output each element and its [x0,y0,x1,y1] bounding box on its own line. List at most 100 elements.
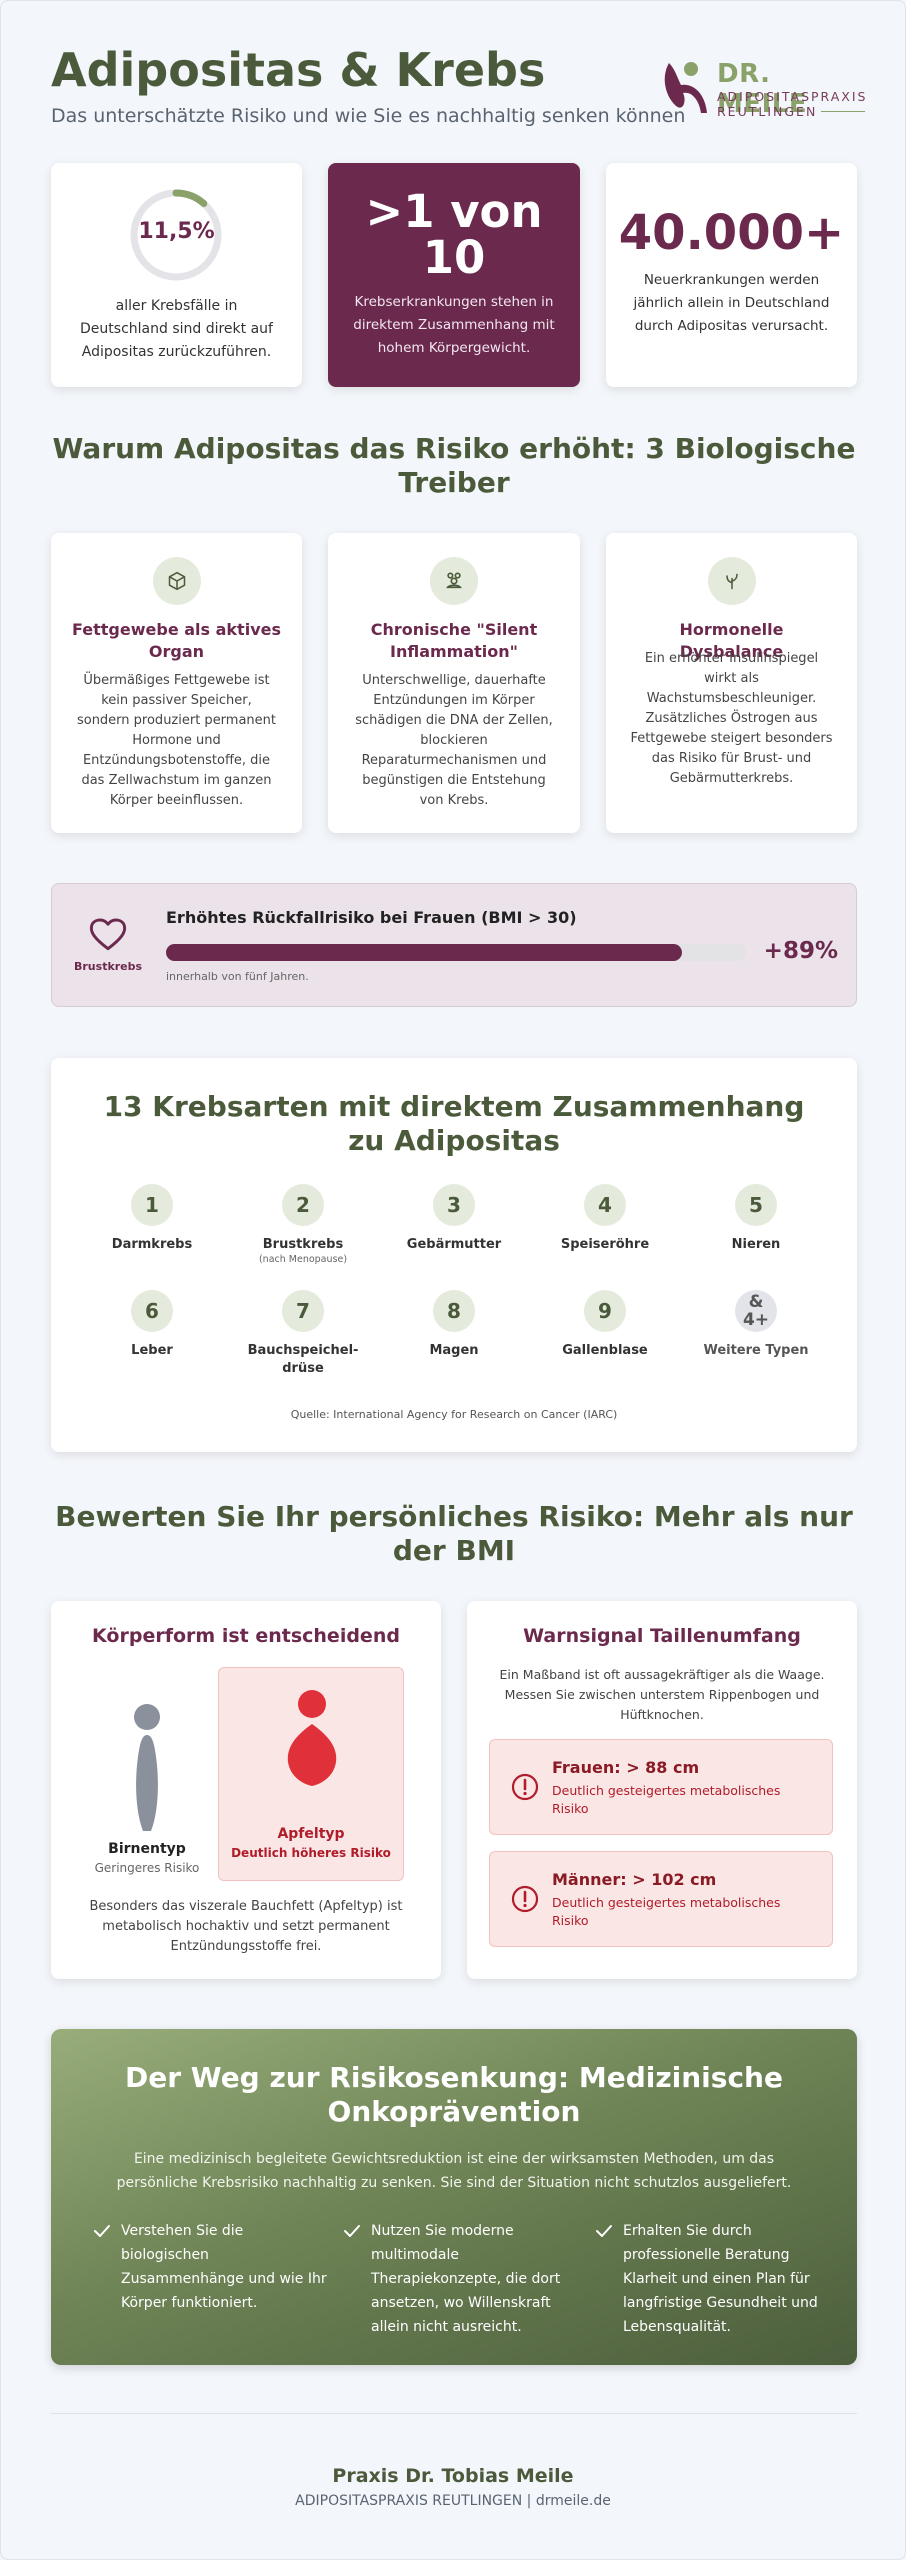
stat-value: 40.000+ [618,205,845,261]
cancer-type-name: Magen [429,1343,479,1358]
prevention-banner: Der Weg zur Risikosenkung: Medizinische … [51,2029,857,2365]
waist-card: Warnsignal Taillenumfang Ein Maßband ist… [467,1601,857,1979]
body-shape-card: Körperform ist entscheidend Birnentyp Ge… [51,1601,441,1979]
stat-card-share: 11,5% aller Krebsfälle in Deutschland si… [51,163,302,387]
waist-title: Warnsignal Taillenumfang [523,1625,801,1647]
pear-type-risk: Geringeres Risiko [94,1861,200,1875]
drivers-section-title: Warum Adipositas das Risiko erhöht: 3 Bi… [52,432,856,499]
prevention-item: Erhalten Sie durch professionelle Beratu… [596,2219,833,2339]
check-icon [596,2225,612,2237]
cancer-type-number: 2 [282,1184,324,1226]
cancer-type-number: 1 [131,1184,173,1226]
driver-text: Ein erhöhter Insulinspiegel wirkt als Wa… [630,651,833,786]
check-icon [344,2225,360,2237]
cancer-type-name: Speiseröhre [560,1237,650,1252]
driver-title: Fettgewebe als aktives Organ [72,620,281,661]
cancer-type-name: Leber [131,1343,173,1358]
stat-value-line-1: >1 von [365,185,543,238]
stat-card-ratio: >1 von 10 Krebserkrankungen stehen in di… [328,163,580,387]
alert-icon [511,1885,539,1913]
waist-text: Ein Maßband ist oft aussagekräftiger als… [499,1667,825,1722]
stat-text: Neuerkrankungen werden jährlich allein i… [633,272,830,334]
sprout-icon [707,557,756,605]
warning-title: Männer: > 102 cm [552,1870,717,1889]
stat-text: aller Krebsfälle in Deutschland sind dir… [80,298,273,360]
apple-type-panel: Apfeltyp Deutlich höheres Risiko [218,1667,404,1881]
risk-note: innerhalb von fünf Jahren. [166,970,309,983]
cancer-type-number: 3 [433,1184,475,1226]
risk-value: +89% [763,938,838,964]
cancer-types-card: 13 Krebsarten mit direktem Zusammenhang … [51,1058,857,1452]
stat-value-line-2: 10 [422,231,486,284]
cancer-type-name: Darmkrebs [111,1237,193,1252]
driver-card-hormones: Hormonelle Dysbalance Ein erhöhter Insul… [606,533,857,833]
source-note: Quelle: International Agency for Researc… [290,1408,618,1421]
logo-line-1: ADIPOSITASPRAXIS [717,89,868,104]
driver-card-inflammation: Chronische "Silent Inflammation" Untersc… [328,533,580,833]
progress-ring [130,189,222,281]
cancer-type-number: 4 [584,1184,626,1226]
driver-text: Unterschwellige, dauerhafte Entzündungen… [355,673,553,808]
check-icon [94,2225,110,2237]
breast-cancer-title: Erhöhtes Rückfallrisiko bei Frauen (BMI … [166,908,577,927]
prevention-item: Verstehen Sie die biologischen Zusammenh… [94,2219,331,2315]
cancer-type-note: (nach Menopause) [258,1254,348,1265]
warning-text: Deutlich gesteigertes metabolisches Risi… [552,1895,781,1928]
cancer-type-name: Brustkrebs [262,1237,344,1252]
cancer-type-name: Gallenblase [562,1343,648,1358]
cancer-type-number: 6 [131,1290,173,1332]
cancer-type-number: 5 [735,1184,777,1226]
body-shape-title: Körperform ist entscheidend [92,1625,400,1647]
pear-type-label: Birnentyp [108,1841,186,1857]
cancer-type-number: 8 [433,1290,475,1332]
cancer-type-name: Weitere Typen [703,1343,809,1358]
progress-ring-arc [130,189,222,281]
footer-link[interactable]: ADIPOSITASPRAXIS REUTLINGEN | drmeile.de [295,2493,611,2509]
risk-section-title: Bewerten Sie Ihr persönliches Risiko: Me… [55,1500,853,1567]
apple-type-risk: Deutlich höheres Risiko [231,1846,391,1860]
cancer-type-number: 9 [584,1290,626,1332]
cancer-type-name: Nieren [731,1237,781,1252]
page-subtitle: Das unterschätzte Risiko und wie Sie es … [51,105,686,127]
logo-divider [821,111,865,112]
body-shape-text: Besonders das viszerale Bauchfett (Apfel… [89,1899,403,1954]
driver-title: Chronische "Silent Inflammation" [370,620,538,661]
cancer-type-name: Gebärmutter [406,1237,502,1252]
driver-card-fat-organ: Fettgewebe als aktives Organ Übermäßiges… [51,533,302,833]
prevention-item-text: Verstehen Sie die biologischen Zusammenh… [121,2223,327,2311]
practice-logo[interactable]: DR. MEILE ADIPOSITASPRAXIS REUTLINGEN [661,57,865,119]
warning-text: Deutlich gesteigertes metabolisches Risi… [552,1783,781,1816]
prevention-title: Der Weg zur Risikosenkung: Medizinische … [125,2061,783,2128]
warning-title: Frauen: > 88 cm [552,1758,700,1777]
alert-icon [511,1773,539,1801]
footer-divider [51,2413,857,2414]
cancer-type-number: 7 [282,1290,324,1332]
warning-women: Frauen: > 88 cm Deutlich gesteigertes me… [489,1739,833,1835]
page-title: Adipositas & Krebs [51,43,546,97]
warning-men: Männer: > 102 cm Deutlich gesteigertes m… [489,1851,833,1947]
heart-icon [89,918,127,951]
breast-cancer-label: Brustkrebs [74,960,143,973]
cancer-type-name: Bauchspeichel- drüse [247,1343,359,1376]
risk-bar-track [166,944,746,961]
cancer-types-title: 13 Krebsarten mit direktem Zusammenhang … [103,1090,805,1157]
cube-icon [152,557,201,605]
driver-title: Hormonelle Dysbalance [679,620,784,661]
logo-name: DR. MEILE [717,59,808,119]
prevention-item-text: Nutzen Sie moderne multimodale Therapiek… [371,2223,561,2335]
pear-figure-icon [134,1704,160,1831]
logo-line-2: REUTLINGEN [717,104,818,119]
prevention-item: Nutzen Sie moderne multimodale Therapiek… [344,2219,581,2339]
apple-type-label: Apfeltyp [277,1826,345,1842]
prevention-item-text: Erhalten Sie durch professionelle Beratu… [623,2223,818,2335]
risk-bar-fill [166,944,683,961]
stat-value: 11,5% [138,219,215,244]
cells-icon [430,557,478,605]
logo-figure-icon [664,62,707,113]
cancer-type-number: & 4+ [735,1290,777,1332]
driver-text: Übermäßiges Fettgewebe ist kein passiver… [76,673,277,808]
apple-figure-icon [287,1690,337,1786]
breast-cancer-risk-panel: Brustkrebs Erhöhtes Rückfallrisiko bei F… [51,883,857,1007]
footer-practice-name: Praxis Dr. Tobias Meile [332,2465,574,2487]
